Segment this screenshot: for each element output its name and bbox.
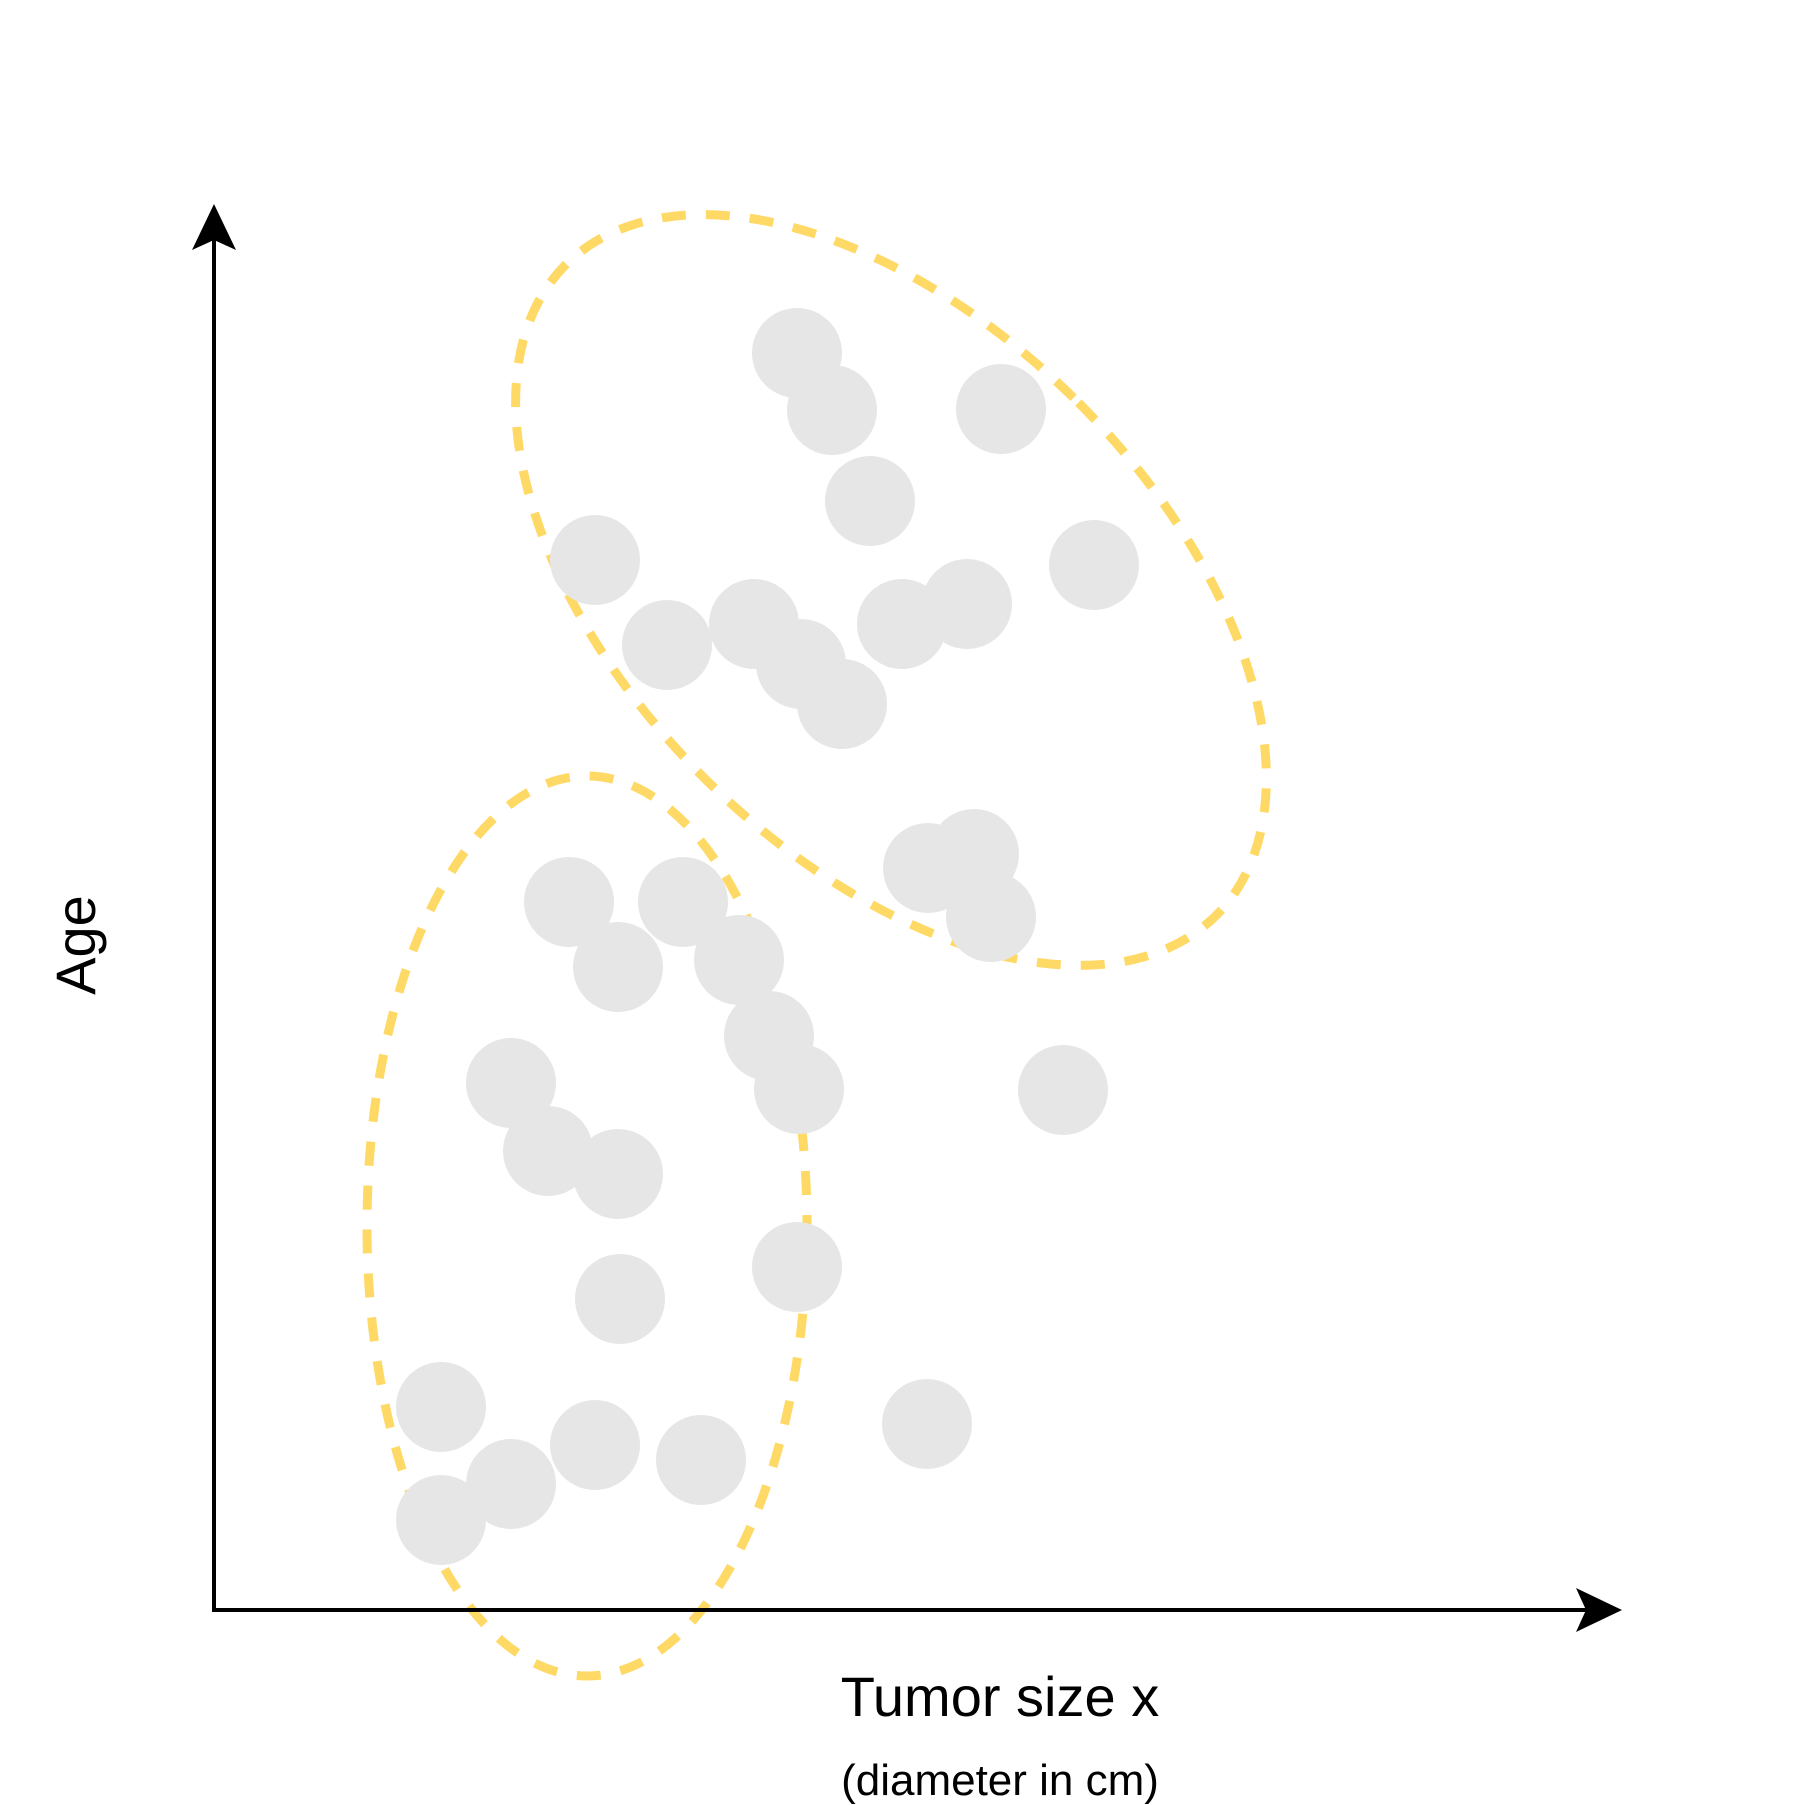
points-layer: [396, 308, 1139, 1565]
data-point: [797, 659, 887, 749]
data-point: [550, 1400, 640, 1490]
data-point: [503, 1106, 593, 1196]
data-point: [882, 1379, 972, 1469]
data-point: [656, 1415, 746, 1505]
data-point: [550, 515, 640, 605]
data-point: [694, 915, 784, 1005]
axes: [192, 204, 1622, 1632]
data-point: [956, 364, 1046, 454]
x-axis-label: Tumor size x: [841, 1665, 1159, 1728]
x-axis-arrowhead: [1576, 1588, 1622, 1632]
data-point: [1018, 1045, 1108, 1135]
data-point: [638, 857, 728, 947]
data-point: [752, 1222, 842, 1312]
data-point: [622, 600, 712, 690]
data-point: [466, 1038, 556, 1128]
data-point: [946, 872, 1036, 962]
data-point: [573, 1129, 663, 1219]
data-point: [857, 579, 947, 669]
data-point: [825, 456, 915, 546]
data-point: [787, 365, 877, 455]
y-axis-label: Age: [44, 895, 107, 995]
data-point: [396, 1362, 486, 1452]
data-point: [573, 922, 663, 1012]
data-point: [524, 857, 614, 947]
data-point: [396, 1475, 486, 1565]
y-axis-arrowhead: [192, 204, 236, 250]
data-point: [1049, 520, 1139, 610]
x-axis-sublabel: (diameter in cm): [841, 1756, 1159, 1805]
data-point: [575, 1254, 665, 1344]
cluster-outline: [511, 210, 1271, 970]
data-point: [466, 1439, 556, 1529]
data-point: [754, 1044, 844, 1134]
